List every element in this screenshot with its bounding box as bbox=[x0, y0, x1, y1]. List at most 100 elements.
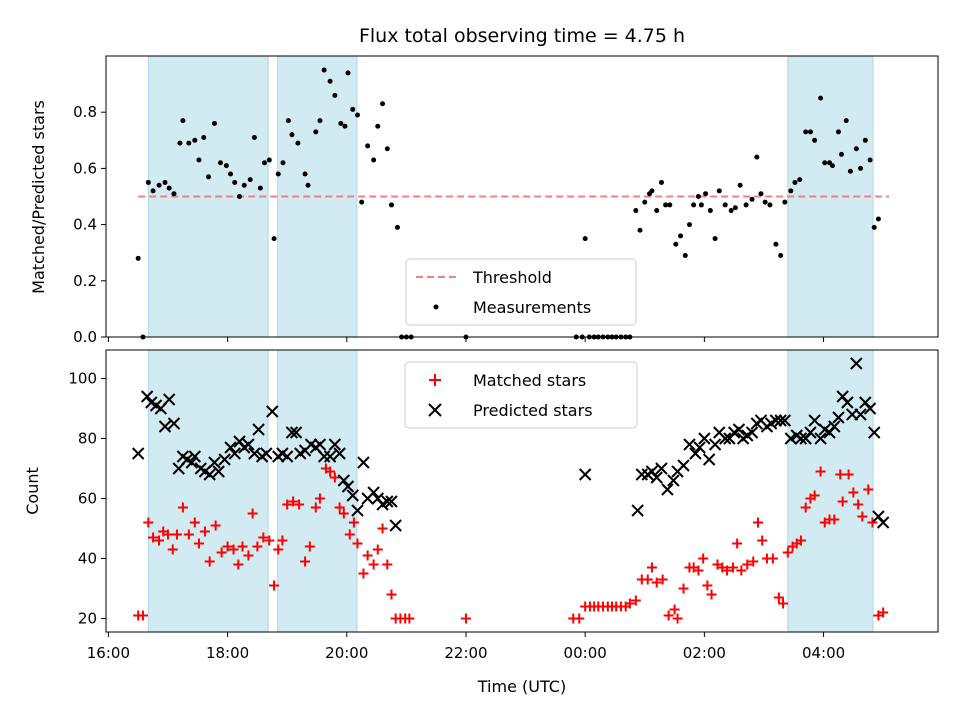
predicted-star-point bbox=[252, 423, 265, 436]
matched-star-point bbox=[624, 598, 635, 609]
matched-star-point bbox=[773, 592, 784, 603]
measurement-point bbox=[667, 202, 673, 208]
measurement-point bbox=[867, 157, 873, 163]
measurement-points bbox=[135, 67, 881, 340]
measurement-point bbox=[691, 202, 697, 208]
matched-star-point bbox=[210, 520, 221, 531]
matched-star-point bbox=[853, 499, 864, 510]
predicted-star-point bbox=[774, 414, 787, 427]
predicted-star-point bbox=[351, 504, 364, 517]
legend-predicted-swatch bbox=[428, 403, 442, 417]
predicted-star-point bbox=[808, 414, 821, 427]
matched-star-point bbox=[736, 565, 747, 576]
matched-star-point bbox=[698, 553, 709, 564]
measurement-point bbox=[663, 202, 669, 208]
measurement-point bbox=[338, 120, 344, 126]
y-tick-label: 0.4 bbox=[73, 216, 97, 234]
x-tick-label: 02:00 bbox=[683, 644, 726, 662]
matched-star-point bbox=[137, 610, 148, 621]
measurement-point bbox=[359, 199, 365, 205]
matched-star-point bbox=[702, 580, 713, 591]
predicted-star-point bbox=[218, 453, 231, 466]
matched-star-point bbox=[358, 568, 369, 579]
measurement-point bbox=[394, 224, 400, 230]
measurement-point bbox=[788, 188, 794, 194]
measurement-point bbox=[266, 157, 272, 163]
matched-star-point bbox=[258, 532, 269, 543]
measurement-point bbox=[211, 120, 217, 126]
measurement-point bbox=[280, 160, 286, 166]
measurement-point bbox=[803, 129, 809, 135]
matched-star-point bbox=[243, 550, 254, 561]
matched-star-point bbox=[878, 607, 889, 618]
matched-star-point bbox=[795, 535, 806, 546]
measurement-point bbox=[658, 179, 664, 185]
predicted-star-point bbox=[850, 357, 863, 370]
measurement-point bbox=[830, 163, 836, 169]
matched-star-point bbox=[742, 559, 753, 570]
legend-threshold-label: Threshold bbox=[472, 268, 552, 287]
top-legend: Threshold Measurements bbox=[405, 258, 637, 326]
bottom-x-ticks: 16:00 18:00 20:00 22:00 00:00 02:00 04:00 bbox=[87, 632, 845, 662]
measurement-point bbox=[380, 101, 386, 107]
measurement-point bbox=[758, 191, 764, 197]
measurement-point bbox=[716, 188, 722, 194]
matched-star-point bbox=[282, 499, 293, 510]
x-tick-label: 00:00 bbox=[564, 644, 607, 662]
predicted-star-point bbox=[203, 468, 216, 481]
measurement-point bbox=[327, 78, 333, 84]
predicted-star-point bbox=[732, 423, 746, 436]
matched-star-point bbox=[706, 589, 717, 600]
measurement-point bbox=[792, 179, 798, 185]
bottom-legend: Matched stars Predicted stars bbox=[404, 361, 638, 429]
measurement-point bbox=[247, 177, 253, 183]
predicted-star-point bbox=[208, 456, 221, 469]
predicted-star-point bbox=[794, 432, 808, 445]
matched-star-point bbox=[404, 613, 415, 624]
matched-star-point bbox=[269, 580, 280, 591]
predicted-star-point bbox=[828, 420, 841, 433]
matched-star-point bbox=[277, 535, 288, 546]
predicted-star-point bbox=[689, 447, 702, 460]
predicted-star-point bbox=[248, 447, 261, 460]
measurement-point bbox=[678, 233, 684, 239]
matched-star-point bbox=[228, 544, 239, 555]
matched-star-point bbox=[748, 556, 759, 567]
matched-star-point bbox=[310, 502, 321, 513]
matched-star-point bbox=[727, 562, 738, 573]
matched-star-point bbox=[863, 484, 874, 495]
predicted-star-points bbox=[131, 357, 890, 532]
matched-star-point bbox=[329, 472, 340, 483]
matched-star-point bbox=[273, 544, 284, 555]
matched-star-point bbox=[377, 523, 388, 534]
predicted-star-point bbox=[650, 471, 663, 484]
measurement-point bbox=[642, 199, 648, 205]
matched-star-point bbox=[344, 529, 355, 540]
matched-star-point bbox=[143, 517, 154, 528]
matched-star-point bbox=[829, 514, 840, 525]
measurement-point bbox=[695, 194, 701, 199]
predicted-star-point bbox=[158, 420, 172, 433]
matched-star-point bbox=[843, 469, 854, 480]
matched-star-point bbox=[264, 535, 275, 546]
predicted-star-point bbox=[266, 405, 279, 418]
measurement-point bbox=[773, 241, 779, 247]
legend-matched-swatch bbox=[429, 374, 441, 386]
top-y-axis-label: Matched/Predicted stars bbox=[29, 100, 48, 294]
measurement-point bbox=[262, 160, 268, 166]
predicted-star-point bbox=[381, 495, 394, 508]
matched-star-point bbox=[630, 595, 641, 606]
y-tick-label: 0.6 bbox=[73, 159, 97, 177]
predicted-star-point bbox=[242, 438, 255, 451]
measurement-point bbox=[822, 160, 828, 166]
predicted-star-point bbox=[719, 432, 732, 445]
predicted-star-point bbox=[260, 447, 273, 460]
matched-star-point bbox=[233, 559, 244, 570]
predicted-star-point bbox=[814, 432, 827, 445]
measurement-point bbox=[196, 157, 202, 163]
predicted-star-point bbox=[832, 411, 845, 424]
y-tick-label: 80 bbox=[78, 430, 97, 448]
predicted-star-point bbox=[631, 504, 644, 517]
matched-star-point bbox=[204, 556, 215, 567]
